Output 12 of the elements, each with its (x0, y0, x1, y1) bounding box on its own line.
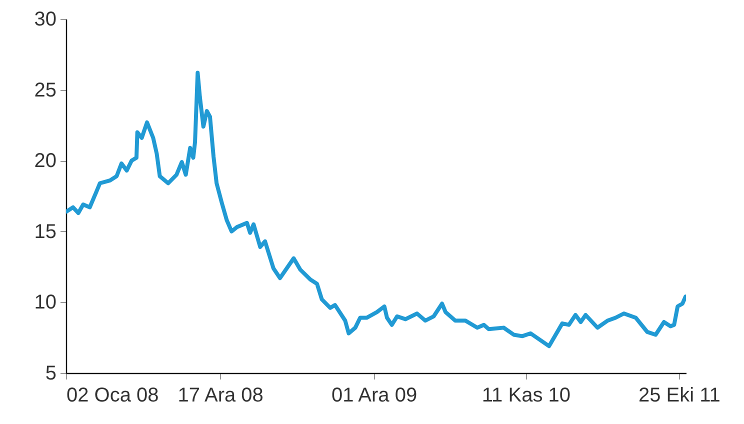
line-series (66, 70, 686, 348)
x-tick-label: 11 Kas 10 (482, 384, 571, 406)
y-tick-label: 20 (34, 150, 56, 172)
y-tick-label: 10 (34, 292, 56, 314)
y-tick-label: 5 (45, 362, 56, 384)
y-tick-label: 25 (34, 79, 56, 102)
y-tick-label: 30 (34, 8, 56, 30)
y-tick-label: 15 (34, 220, 56, 243)
x-tick-label: 01 Ara 09 (331, 384, 418, 406)
x-tick-label: 02 Oca 08 (66, 384, 159, 406)
x-tick-label: 25 Eki 11 (638, 384, 720, 406)
x-tick-label: 17 Ara 08 (178, 384, 264, 406)
